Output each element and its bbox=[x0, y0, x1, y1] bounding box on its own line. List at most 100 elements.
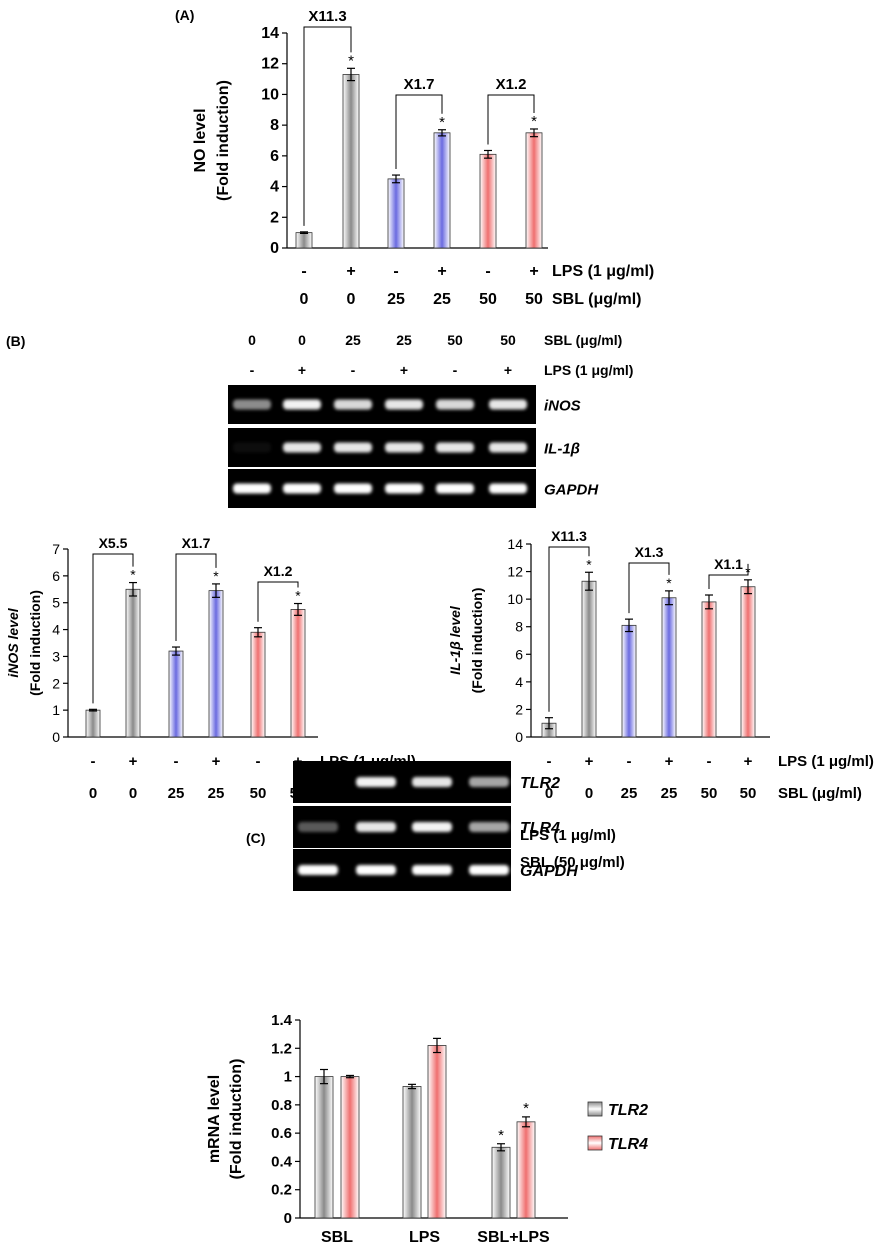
fold-change-label: X11.3 bbox=[551, 528, 587, 544]
lps-sign: + bbox=[212, 753, 221, 770]
gel-band bbox=[334, 483, 372, 494]
gel-band bbox=[385, 483, 423, 494]
gel-lps-sign: - bbox=[250, 362, 255, 378]
y-axis-label: NO level bbox=[192, 108, 209, 172]
gel-row-label: GAPDH bbox=[544, 482, 599, 499]
sbl-dose: 25 bbox=[433, 291, 451, 308]
gel-band bbox=[436, 483, 474, 494]
sbl-row-label: SBL (μg/ml) bbox=[778, 785, 862, 802]
bar-tlr4 bbox=[340, 1076, 360, 1219]
gel-panel-c: --++LPS (1 μg/ml)-+-+SBL (50 μg/ml)TLR2T… bbox=[293, 761, 625, 891]
bar bbox=[295, 232, 313, 249]
gel-band bbox=[436, 442, 474, 453]
lps-row-label: LPS (1 μg/ml) bbox=[778, 753, 874, 770]
y-tick-label: 0 bbox=[52, 729, 60, 745]
y-tick-label: 12 bbox=[261, 56, 279, 73]
significance-star: * bbox=[295, 588, 301, 604]
comparison-bracket bbox=[303, 26, 352, 226]
lps-sign: + bbox=[585, 753, 594, 770]
y-axis-label-unit: (Fold induction) bbox=[228, 1059, 245, 1180]
bar bbox=[621, 624, 637, 738]
significance-star: * bbox=[130, 567, 136, 583]
bar bbox=[661, 597, 677, 738]
y-tick-label: 6 bbox=[515, 646, 523, 662]
gel-lps-sign: + bbox=[298, 362, 306, 378]
gel-lps-sign: - bbox=[453, 362, 458, 378]
y-tick-label: 2 bbox=[515, 701, 523, 717]
gel-sbl-dose: 25 bbox=[396, 332, 412, 348]
y-axis-label-unit: (Fold induction) bbox=[27, 590, 43, 696]
significance-star: * bbox=[586, 556, 592, 572]
gel-band bbox=[385, 399, 423, 410]
y-tick-label: 2 bbox=[52, 675, 60, 691]
bar bbox=[208, 590, 224, 738]
gel-band bbox=[412, 777, 452, 787]
bar bbox=[85, 709, 101, 738]
chart-no-level: 0 2 4 6 8 10 12 14 NO level (Fold induction) * * * X1… bbox=[192, 8, 654, 308]
bar-tlr4 bbox=[516, 1121, 536, 1219]
y-tick-label: 12 bbox=[507, 564, 523, 580]
legend-label-tlr4: TLR4 bbox=[608, 1136, 648, 1153]
y-tick-label: 0.6 bbox=[271, 1125, 292, 1142]
sbl-dose: 50 bbox=[701, 785, 718, 802]
sbl-dose: 25 bbox=[661, 785, 678, 802]
y-axis-label: iNOS level bbox=[5, 607, 21, 677]
y-axis-label-unit: (Fold induction) bbox=[215, 80, 232, 201]
y-tick-label: 0 bbox=[284, 1210, 292, 1227]
sbl-dose: 0 bbox=[585, 785, 593, 802]
legend-label-tlr2: TLR2 bbox=[608, 1102, 648, 1119]
gel-row-label: GAPDH bbox=[520, 863, 578, 880]
fold-change-label: X1.7 bbox=[182, 535, 211, 551]
gel-strip-2 bbox=[228, 469, 536, 508]
gel-band bbox=[489, 399, 527, 410]
fold-change-label: X11.3 bbox=[308, 8, 346, 25]
sbl-dose: 25 bbox=[168, 785, 185, 802]
y-tick-label: 8 bbox=[515, 619, 523, 635]
bar-tlr4 bbox=[427, 1045, 447, 1219]
bar bbox=[701, 601, 717, 738]
gel-band bbox=[334, 442, 372, 453]
gel-lps-sign-label: LPS (1 μg/ml) bbox=[520, 827, 616, 844]
fold-change-label: X1.2 bbox=[496, 76, 527, 93]
comparison-bracket bbox=[395, 94, 443, 170]
y-axis-label-unit: (Fold induction) bbox=[469, 588, 485, 694]
legend-swatch-tlr2 bbox=[587, 1101, 603, 1117]
sbl-dose: 0 bbox=[545, 785, 553, 802]
lps-sign: + bbox=[346, 263, 355, 280]
fold-change-label: X1.2 bbox=[264, 563, 293, 579]
comparison-bracket bbox=[708, 563, 749, 590]
sbl-dose: 50 bbox=[479, 291, 497, 308]
y-tick-label: 6 bbox=[52, 568, 60, 584]
y-tick-label: 14 bbox=[261, 25, 279, 42]
y-tick-label: 6 bbox=[270, 148, 279, 165]
gel-sbl-dose: 25 bbox=[345, 332, 361, 348]
gel-band bbox=[283, 483, 321, 494]
y-tick-label: 0 bbox=[270, 240, 279, 257]
y-tick-label: 0.8 bbox=[271, 1097, 292, 1114]
sbl-dose: 25 bbox=[621, 785, 638, 802]
significance-star: * bbox=[531, 113, 537, 130]
lps-sign: + bbox=[744, 753, 753, 770]
chart-mrna-level: 0 0.2 0.4 0.6 0.8 1 1.2 1.4 mRNA level (Fold indu… bbox=[206, 1012, 648, 1246]
bar-tlr2 bbox=[402, 1086, 422, 1219]
bar bbox=[250, 631, 266, 738]
bar bbox=[342, 74, 360, 249]
significance-star: * bbox=[439, 114, 445, 131]
y-tick-label: 1.2 bbox=[271, 1040, 292, 1057]
gel-lps-sign: - bbox=[351, 362, 356, 378]
chart-il1b-level: 0 2 4 6 8 10 12 14 IL-1β level (Fold induction) * *… bbox=[447, 528, 874, 802]
gel-band bbox=[283, 442, 321, 453]
lps-sign: + bbox=[437, 263, 446, 280]
gel-band bbox=[356, 865, 396, 875]
legend-swatch-tlr4 bbox=[587, 1135, 603, 1151]
lps-sign: - bbox=[485, 263, 490, 280]
lps-sign: + bbox=[529, 263, 538, 280]
gel-band bbox=[233, 483, 271, 494]
y-tick-label: 7 bbox=[52, 541, 60, 557]
y-tick-label: 5 bbox=[52, 595, 60, 611]
sbl-dose: 50 bbox=[740, 785, 757, 802]
sbl-dose: 50 bbox=[525, 291, 543, 308]
y-tick-label: 2 bbox=[270, 209, 279, 226]
bar bbox=[740, 586, 756, 738]
